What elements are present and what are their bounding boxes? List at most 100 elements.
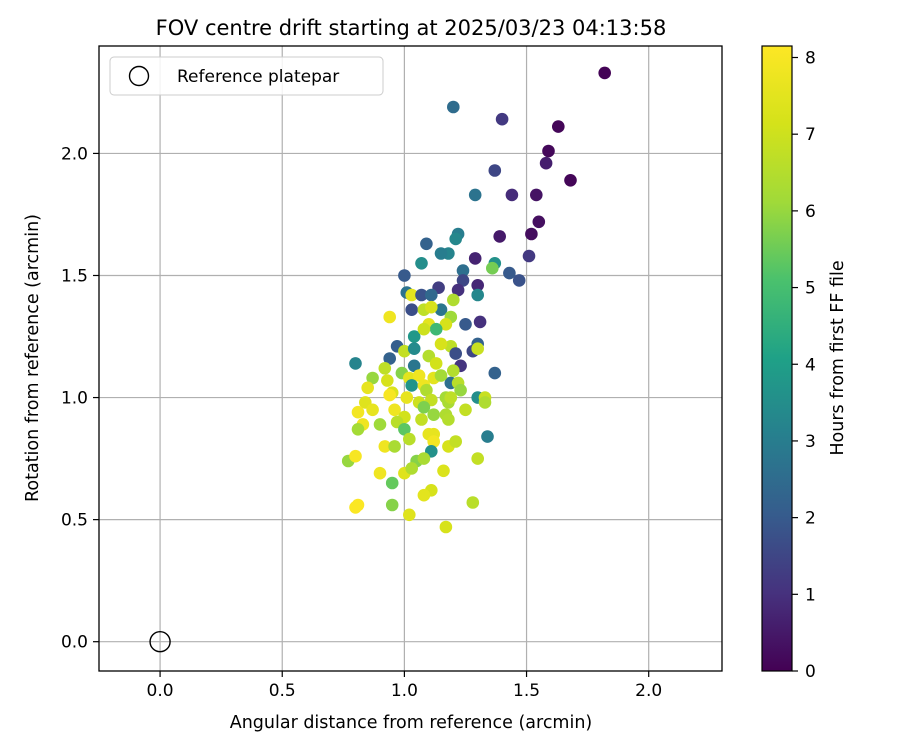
colorbar: 0 1 2 3 4 5 6 7 8 Hours from first FF file [761,45,848,682]
x-tick-label: 1.0 [391,681,418,701]
data-points [341,66,611,534]
data-point [420,237,433,251]
data-point [542,144,555,158]
data-point [444,391,458,404]
colorbar-tick-label: 3 [805,432,816,452]
data-point [522,249,536,263]
colorbar-tick-label: 0 [805,662,816,682]
data-point [427,408,441,422]
data-point [415,288,428,302]
data-point [373,466,387,480]
reference-marker [149,631,171,653]
data-point [471,452,485,465]
data-point [439,520,453,534]
data-point [415,257,428,270]
data-point [468,188,482,202]
data-point [398,423,411,436]
data-point [539,156,553,170]
data-point [598,66,611,80]
legend: Reference platepar [109,56,384,96]
data-point [449,435,463,448]
data-point [378,362,392,375]
data-point [471,279,485,292]
data-point [405,303,419,317]
data-point [385,476,399,490]
data-point [420,383,433,397]
colorbar-tick-label: 1 [805,585,816,605]
y-axis-label: Rotation from reference (arcmin) [23,214,43,502]
data-point [456,274,470,287]
data-point [454,383,467,397]
colorbar-ticks: 0 1 2 3 4 5 6 7 8 [792,49,816,682]
data-point [417,488,431,502]
data-point [403,508,416,522]
data-point [434,369,448,382]
data-point [429,322,443,336]
data-point [493,230,507,243]
data-point [447,100,460,114]
data-point [505,188,519,202]
plot-frame [98,45,723,672]
data-point [532,215,546,229]
data-point [471,288,485,302]
data-point [488,366,502,380]
data-point [459,318,472,331]
x-tick-label: 1.5 [513,681,540,701]
legend-marker-icon [128,65,150,87]
data-point [349,357,362,370]
data-point [478,396,492,409]
data-point [405,288,419,302]
data-point [398,269,411,282]
data-point [486,261,499,275]
data-point [383,310,397,324]
colorbar-label: Hours from first FF file [828,260,848,455]
data-point [415,413,428,426]
data-point [361,381,375,395]
data-point [366,371,379,385]
data-point [407,330,421,343]
y-tick-label: 2.0 [61,144,88,164]
data-point [459,403,472,417]
data-point [405,379,419,392]
data-point [466,496,480,509]
data-point [564,174,577,187]
x-axis-ticks: 0.0 0.5 1.0 1.5 2.0 [147,671,662,701]
data-point [407,342,421,356]
colorbar-gradient [761,45,793,672]
y-tick-label: 1.0 [61,389,88,409]
x-tick-label: 0.0 [147,681,174,701]
legend-box [109,56,384,96]
x-tick-label: 0.5 [269,681,296,701]
data-point [381,374,394,387]
data-point [468,252,482,265]
data-point [351,405,365,419]
data-point [434,337,448,351]
colorbar-tick-label: 7 [805,125,816,145]
gridlines [99,46,722,671]
data-point [471,342,485,356]
data-point [434,303,448,317]
legend-label: Reference platepar [177,67,339,87]
data-point [434,247,448,260]
data-point [552,120,565,133]
y-tick-label: 0.0 [61,633,88,653]
data-point [366,403,379,417]
y-tick-label: 1.5 [61,266,88,286]
data-point [525,227,538,241]
x-axis-label: Angular distance from reference (arcmin) [230,713,593,733]
chart-title: FOV centre drift starting at 2025/03/23 … [156,16,667,40]
data-point [512,274,526,287]
data-point [427,435,441,448]
colorbar-tick-label: 2 [805,509,816,529]
colorbar-tick-label: 4 [805,355,816,375]
x-tick-label: 2.0 [635,681,662,701]
data-point [405,462,419,475]
data-point [456,264,470,277]
data-point [417,401,431,414]
data-point [388,403,401,417]
colorbar-tick-label: 5 [805,279,816,299]
data-point [425,288,438,302]
data-point [417,452,431,465]
reference-marker-layer [149,631,171,653]
data-point [447,293,460,307]
